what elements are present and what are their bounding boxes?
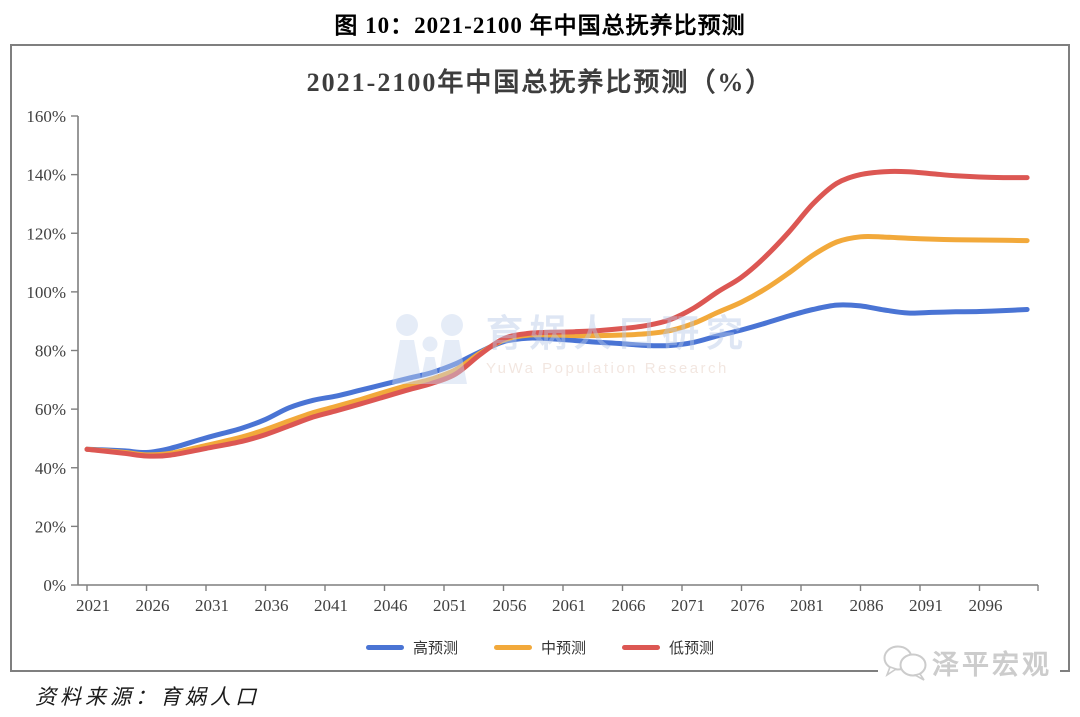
x-tick-label: 2096 — [969, 596, 1003, 615]
x-tick-label: 2056 — [493, 596, 527, 615]
x-tick-label: 2076 — [731, 596, 765, 615]
brand-text: 泽平宏观 — [932, 650, 1052, 680]
legend-item-mid: 中预测 — [493, 637, 586, 658]
chart-panel: 2021-2100年中国总抚养比预测（%） 0% 20% 40% 60% 80% 100%… — [10, 44, 1070, 672]
legend-item-high: 高预测 — [365, 637, 458, 658]
x-tick-label: 2026 — [136, 596, 170, 615]
series-line-mid — [84, 233, 1030, 458]
y-tick-label: 20% — [35, 517, 66, 536]
legend-item-low: 低预测 — [622, 637, 714, 658]
x-tick-label: 2066 — [612, 596, 646, 615]
x-tick-label: 2071 — [671, 596, 705, 615]
y-tick-label: 140% — [26, 166, 66, 185]
x-tick-label: 2081 — [790, 596, 824, 615]
source-note: 资料来源：育娲人口 — [35, 685, 260, 709]
series-line-low — [84, 168, 1030, 459]
x-tick-label: 2086 — [850, 596, 884, 615]
x-tick-label: 2031 — [195, 596, 229, 615]
series-line-high — [84, 302, 1030, 456]
y-tick-label: 120% — [26, 224, 66, 243]
legend-swatch-mid — [493, 645, 532, 650]
y-tick-label: 60% — [35, 400, 66, 419]
x-tick-label: 2041 — [314, 596, 348, 615]
legend-label-low: 低预测 — [669, 641, 715, 657]
legend-swatch-high — [365, 645, 404, 650]
x-tick-label: 2021 — [76, 596, 110, 615]
figure-title: 图 10：2021-2100 年中国总抚养比预测 — [334, 13, 746, 38]
legend-swatch-low — [622, 645, 660, 650]
x-tick-label: 2061 — [552, 596, 586, 615]
legend-label-mid: 中预测 — [540, 641, 586, 657]
x-tick-label: 2051 — [433, 596, 467, 615]
chat-bubbles-icon — [883, 645, 927, 681]
chart-title: 2021-2100年中国总抚养比预测（%） — [306, 68, 774, 97]
legend-label-high: 高预测 — [412, 641, 458, 657]
x-tick-label: 2036 — [255, 596, 289, 615]
line-chart: 0% 20% 40% 60% 80% 100% 120% 140% 160% 2021 2026 20… — [26, 107, 1039, 615]
y-tick-label: 100% — [26, 283, 66, 302]
y-tick-label: 160% — [26, 107, 66, 126]
x-tick-label: 2046 — [374, 596, 408, 615]
x-tick-label: 2091 — [909, 596, 943, 615]
y-tick-label: 0% — [43, 576, 66, 595]
brand-logo: 泽平宏观 — [878, 641, 1060, 684]
y-tick-label: 80% — [35, 342, 66, 361]
y-tick-label: 40% — [35, 459, 66, 478]
chart-legend: 高预测 中预测 低预测 — [12, 637, 1068, 658]
